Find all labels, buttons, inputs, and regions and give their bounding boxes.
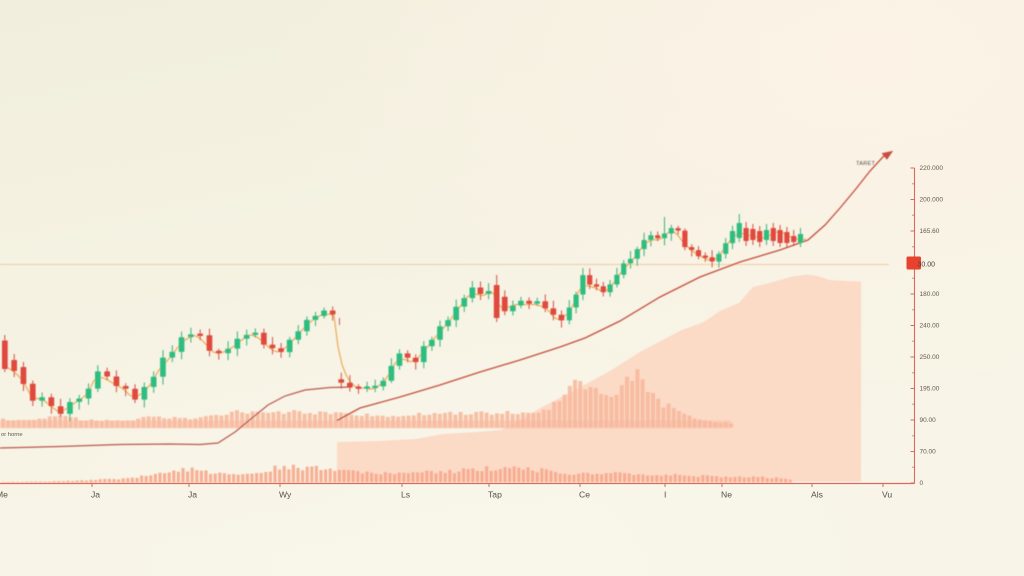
svg-text:Tap: Tap [488,490,502,500]
svg-text:Ne: Ne [721,490,732,500]
svg-text:240.00: 240.00 [920,323,940,330]
svg-text:I: I [664,490,666,500]
svg-text:200.000: 200.000 [920,197,944,204]
svg-text:165.60: 165.60 [920,228,940,235]
svg-text:Me: Me [0,490,8,500]
svg-text:Als: Als [811,490,823,500]
svg-text:0: 0 [920,480,924,487]
svg-text:TARET: TARET [856,161,876,167]
svg-text:Ja: Ja [91,490,100,500]
svg-text:70.00: 70.00 [920,449,937,456]
svg-text:90.00: 90.00 [920,417,937,424]
svg-text:195.00: 195.00 [920,386,940,393]
svg-text:or horne: or horne [1,432,23,438]
svg-text:180.00: 180.00 [920,291,940,298]
svg-text:Wy: Wy [279,490,292,500]
svg-text:250.00: 250.00 [920,354,940,361]
svg-text:Ce: Ce [579,490,590,500]
svg-text:Vu: Vu [882,490,892,500]
svg-text:Ls: Ls [401,490,410,500]
svg-text:220.000: 220.000 [920,165,944,172]
svg-text:Ja: Ja [188,490,197,500]
svg-text:30.00: 30.00 [918,262,936,269]
